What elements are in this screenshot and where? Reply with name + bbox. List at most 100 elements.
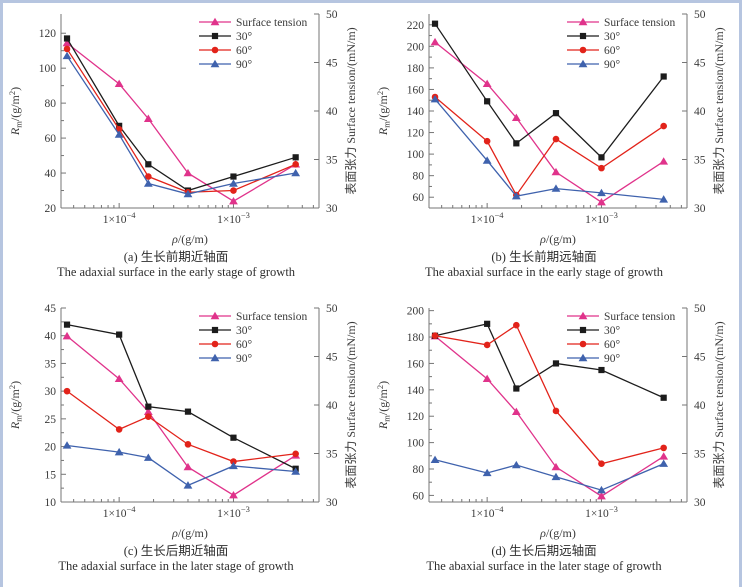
marker-circle	[483, 341, 491, 349]
chart-a: 20 40 60 80 100 120 30 35 40 45 50 1×10−4 1×10−3 ρ/(g…	[7, 9, 358, 246]
marker-triangle	[291, 168, 301, 177]
chart-c: 10 15 20 25 30 35 40 45 30 35 40 45 50 1×10−4 1×10−3 ρ/…	[7, 303, 358, 540]
marker-triangle	[430, 37, 440, 46]
legend-label-d30: 30°	[604, 31, 621, 43]
axis-text: 35	[694, 155, 706, 167]
marker-triangle	[62, 38, 72, 47]
axis-text: 140	[407, 106, 425, 118]
marker-triangle	[143, 407, 153, 415]
marker-square	[579, 326, 587, 334]
axis-text: 120	[407, 411, 425, 423]
marker-triangle	[551, 184, 561, 192]
x-tick-label: 1×10−4	[471, 504, 505, 520]
left-axis-label: Rm/(g/m2)	[375, 381, 392, 430]
legend-label-d60: 60°	[604, 45, 621, 57]
axis-text: 30	[45, 386, 57, 398]
chart-panel-a: 20 40 60 80 100 120 30 35 40 45 50 1×10−4 1×10−3 ρ/(g…	[3, 3, 371, 297]
marker-triangle	[114, 447, 124, 456]
marker-square	[552, 360, 560, 367]
marker-triangle	[482, 374, 492, 383]
axis-text: 50	[326, 9, 338, 21]
axis-text: 45	[326, 352, 338, 364]
marker-triangle	[291, 467, 301, 475]
caption-d-cn: (d) 生长后期远轴面	[491, 544, 597, 558]
marker-triangle	[183, 189, 193, 198]
marker-triangle	[114, 79, 124, 88]
series-st	[62, 331, 301, 499]
marker-circle	[115, 426, 123, 433]
marker-triangle	[62, 331, 72, 340]
caption-a-cn: (a) 生长前期近轴面	[123, 250, 229, 264]
marker-triangle	[578, 311, 588, 320]
series-st	[430, 37, 669, 206]
axes	[60, 13, 320, 209]
marker-triangle	[183, 481, 193, 489]
legend-label-st: Surface tension	[236, 17, 307, 29]
series-d90	[62, 51, 301, 198]
marker-triangle	[597, 485, 606, 494]
marker-triangle	[210, 353, 220, 362]
marker-triangle	[143, 179, 153, 187]
marker-triangle	[229, 491, 238, 499]
marker-square	[184, 408, 192, 415]
x-tick-label: 1×10−3	[217, 504, 250, 520]
marker-square	[230, 173, 237, 180]
marker-square	[63, 321, 71, 328]
axis-text: 40	[45, 168, 57, 180]
axis-text: 30	[694, 497, 706, 509]
axis-text: 40	[694, 106, 706, 118]
marker-circle	[145, 173, 152, 180]
left-axis-label: Rm/(g/m2)	[7, 381, 24, 430]
marker-square	[598, 154, 605, 161]
marker-circle	[292, 161, 299, 168]
marker-circle	[211, 340, 219, 348]
marker-square	[484, 320, 491, 327]
legend	[567, 17, 599, 68]
x-tick-label: 1×10−3	[585, 504, 618, 520]
axis-text: 20	[45, 203, 57, 215]
marker-triangle	[578, 17, 588, 26]
axes	[428, 13, 688, 209]
marker-triangle	[482, 156, 492, 164]
axis-text: 60	[413, 192, 425, 204]
marker-triangle	[210, 17, 220, 26]
legend-label-d30: 30°	[236, 31, 253, 43]
axis-text: 45	[45, 303, 57, 315]
legend-label-d90: 90°	[604, 353, 621, 365]
legend	[199, 17, 231, 68]
axis-text: 10	[45, 497, 57, 509]
legend-label-st: Surface tension	[604, 17, 675, 29]
axis-text: 220	[407, 20, 425, 32]
marker-square	[116, 331, 123, 338]
axis-text: 120	[39, 28, 57, 40]
axis-text: 40	[694, 400, 706, 412]
marker-square	[579, 32, 587, 40]
marker-triangle	[578, 59, 588, 68]
legend-label-st: Surface tension	[604, 311, 675, 323]
axis-text: 100	[407, 438, 425, 450]
x-tick-label: 1×10−4	[471, 210, 505, 226]
chart-panel-d: 60 80 100 120 140 160 180 200 30 35 40 45 50 1×10−4 1×…	[371, 297, 739, 587]
axis-text: 180	[407, 332, 425, 344]
legend	[199, 311, 231, 362]
marker-triangle	[511, 407, 521, 415]
legend	[567, 311, 599, 362]
marker-triangle	[143, 453, 153, 461]
marker-triangle	[551, 167, 561, 176]
axis-text: 40	[326, 106, 338, 118]
marker-triangle	[511, 460, 521, 469]
marker-triangle	[62, 51, 72, 60]
axis-text: 45	[326, 58, 338, 70]
axis-text: 40	[45, 331, 57, 343]
legend-label-d90: 90°	[236, 59, 253, 71]
axis-text: 35	[694, 449, 706, 461]
axis-text: 180	[407, 63, 425, 75]
marker-triangle	[143, 114, 153, 122]
marker-triangle	[511, 113, 521, 121]
marker-square	[660, 394, 667, 401]
axes	[428, 307, 688, 503]
x-axis-label: ρ/(g/m)	[539, 232, 576, 246]
left-axis-label: Rm/(g/m2)	[375, 87, 392, 136]
axis-text: 80	[45, 98, 57, 110]
